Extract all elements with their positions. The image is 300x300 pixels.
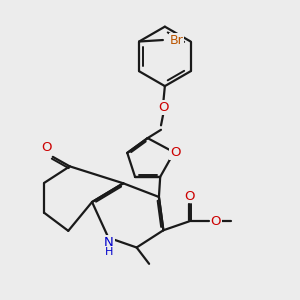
Text: O: O (158, 101, 169, 114)
Text: O: O (42, 141, 52, 154)
Text: O: O (210, 215, 221, 228)
Text: Br: Br (169, 34, 183, 46)
Text: H: H (105, 247, 113, 257)
Text: O: O (184, 190, 194, 202)
Text: O: O (170, 146, 181, 159)
Text: N: N (104, 236, 114, 249)
